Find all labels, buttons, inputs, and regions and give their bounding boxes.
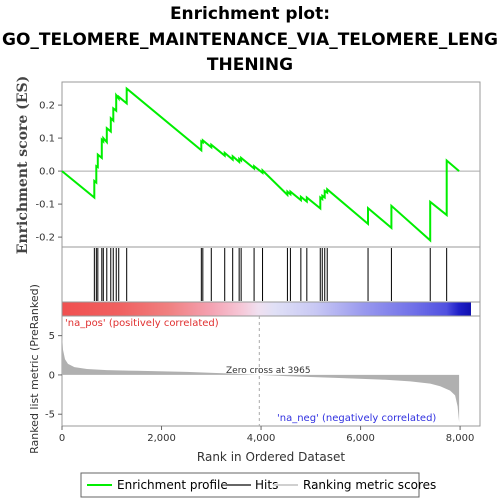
zero-cross-label: Zero cross at 3965 — [226, 366, 311, 376]
x-axis: 0 2,000 4,000 6,000 8,000 — [59, 426, 475, 444]
x-axis-label: Rank in Ordered Dataset — [197, 450, 345, 464]
es-panel: 0.2 0.1 0.0 -0.1 -0.2 Enrichment score (ES) — [15, 76, 480, 254]
chart-title-line1: Enrichment plot: — [170, 4, 330, 24]
positive-correlation-label: 'na_pos' (positively correlated) — [65, 318, 219, 329]
x-tick-label: 4,000 — [247, 433, 276, 444]
hits-panel-frame — [62, 247, 480, 302]
es-y-tick-label: 0.0 — [39, 167, 55, 178]
es-y-axis: 0.2 0.1 0.0 -0.1 -0.2 — [35, 101, 62, 244]
es-y-tick-label: -0.2 — [35, 233, 55, 244]
x-tick-label: 2,000 — [147, 433, 176, 444]
chart-title-line3: THENING — [207, 55, 293, 75]
x-tick-label: 0 — [59, 433, 65, 444]
rank-color-bar — [62, 302, 471, 316]
hits-panel — [62, 247, 480, 302]
x-tick-label: 8,000 — [446, 433, 475, 444]
es-y-axis-label: Enrichment score (ES) — [15, 76, 31, 254]
chart-title-line2: GO_TELOMERE_MAINTENANCE_VIA_TELOMERE_LEN… — [2, 30, 498, 50]
negative-correlation-label: 'na_neg' (negatively correlated) — [277, 413, 436, 424]
metric-y-tick-label: 5 — [49, 331, 55, 342]
x-tick-label: 6,000 — [346, 433, 375, 444]
es-y-tick-label: -0.1 — [35, 200, 55, 211]
legend-profile-label: Enrichment profile — [117, 478, 228, 492]
metric-y-tick-label: 0 — [49, 370, 55, 381]
legend: Enrichment profile Hits Ranking metric s… — [81, 473, 436, 497]
metric-y-axis: 5 0 -5 — [45, 331, 62, 421]
es-y-tick-label: 0.1 — [39, 134, 55, 145]
es-panel-frame — [62, 82, 480, 247]
legend-metric-label: Ranking metric scores — [303, 478, 436, 492]
metric-y-axis-label: Ranked list metric (PreRanked) — [28, 284, 41, 454]
es-y-tick-label: 0.2 — [39, 101, 55, 112]
metric-y-tick-label: -5 — [45, 410, 55, 421]
